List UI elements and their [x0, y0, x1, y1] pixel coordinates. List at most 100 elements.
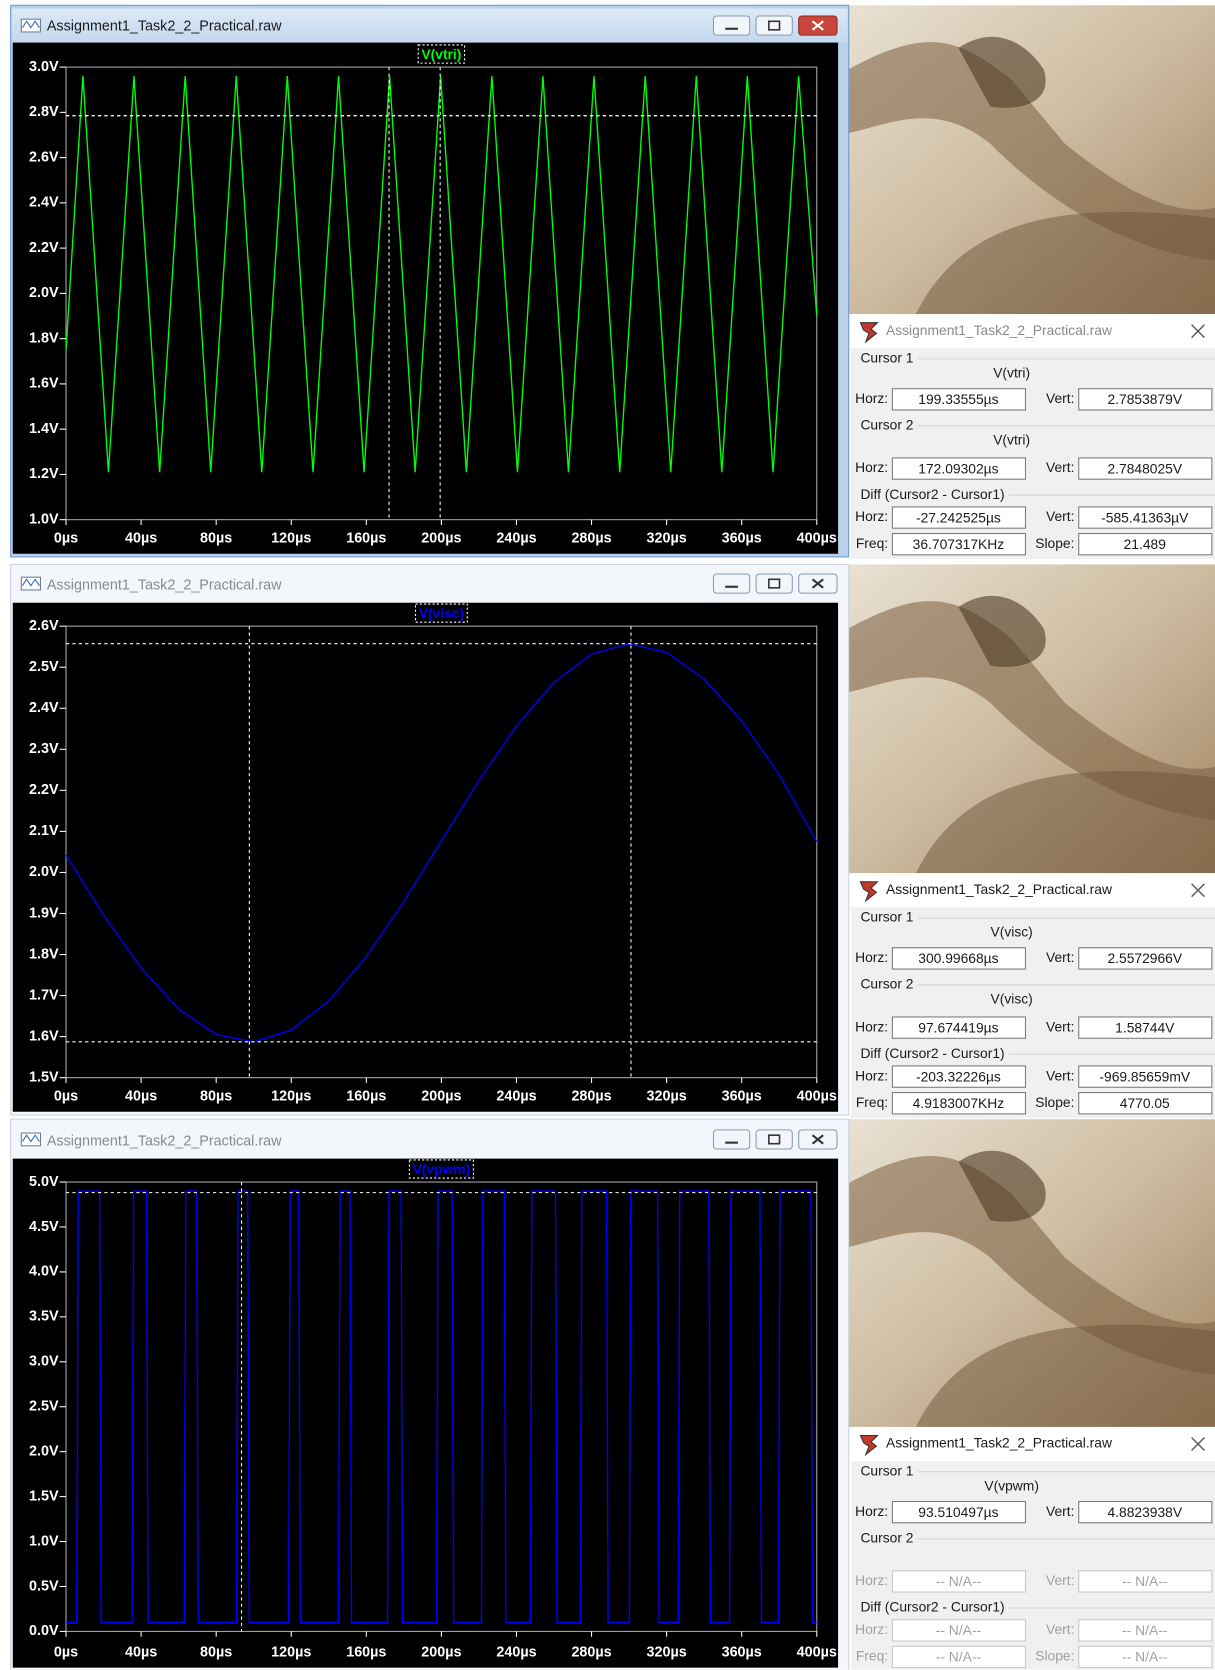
panel-title: Assignment1_Task2_2_Practical.raw [886, 1435, 1113, 1451]
field-box[interactable] [891, 388, 1027, 411]
field-label: Vert: [1046, 508, 1074, 524]
y-tick-label: 2.6V [29, 618, 59, 634]
x-tick-label: 80µs [200, 531, 232, 547]
field-box[interactable] [1078, 1500, 1213, 1524]
trace-name: V(vpwm) [984, 1477, 1039, 1493]
trace-label[interactable]: V(vtri) [421, 46, 461, 62]
field-label: Vert: [1046, 459, 1074, 475]
x-tick-label: 0µs [54, 1089, 78, 1105]
field-value: 199.33555µs [918, 391, 998, 407]
y-tick-label: 1.2V [29, 466, 59, 482]
title-bar [11, 566, 848, 603]
trace-label[interactable]: V(vpwm) [413, 1161, 471, 1177]
field-label: Horz: [855, 459, 888, 475]
field-box[interactable] [1078, 1619, 1213, 1642]
field-label: Vert: [1046, 1018, 1074, 1034]
field-box[interactable] [1078, 506, 1213, 529]
trace-line [66, 1190, 817, 1624]
plot-area [12, 42, 839, 554]
panel-close[interactable] [1191, 883, 1205, 898]
field-label: Horz: [855, 1067, 888, 1083]
panel-close[interactable] [1191, 324, 1205, 339]
field-label: Horz: [855, 1503, 888, 1519]
field-box[interactable] [891, 1500, 1027, 1524]
field-box[interactable] [891, 532, 1027, 556]
y-tick-label: 2.2V [29, 240, 59, 256]
x-tick-label: 200µs [421, 1645, 461, 1661]
plot-area [12, 602, 839, 1112]
group-heading: Diff (Cursor2 - Cursor1) [860, 486, 1004, 502]
field-box[interactable] [891, 1016, 1027, 1039]
field-box[interactable] [1078, 947, 1213, 970]
wallpaper-shape [915, 211, 1215, 315]
maximize-button[interactable] [755, 15, 793, 36]
y-tick-label: 1.6V [29, 1028, 59, 1044]
minimize-button[interactable] [712, 573, 751, 594]
field-box[interactable] [891, 1645, 1027, 1669]
panel-header [850, 1426, 1215, 1462]
y-tick-label: 2.0V [29, 285, 59, 301]
x-tick-label: 360µs [722, 531, 762, 547]
field-box[interactable] [1078, 1065, 1213, 1088]
trace-label-box [408, 1159, 474, 1179]
y-tick-label: 2.6V [29, 149, 59, 165]
wallpaper-shape [848, 601, 1215, 820]
y-tick-label: 1.7V [29, 987, 59, 1003]
field-value: 97.674419µs [918, 1019, 998, 1035]
field-box[interactable] [891, 506, 1027, 529]
maximize-button[interactable] [755, 1129, 793, 1150]
field-box[interactable] [891, 947, 1027, 970]
field-box[interactable] [1078, 388, 1213, 411]
field-box[interactable] [1078, 532, 1213, 556]
field-box[interactable] [1078, 1570, 1213, 1593]
y-tick-label: 1.5V [29, 1488, 59, 1504]
field-box[interactable] [1078, 457, 1213, 480]
app-icon [21, 578, 40, 587]
y-tick-label: 0.5V [29, 1578, 59, 1594]
field-box[interactable] [891, 457, 1027, 480]
y-tick-label: 2.1V [29, 823, 59, 839]
x-tick-label: 360µs [722, 1089, 762, 1105]
x-tick-label: 200µs [421, 1089, 461, 1105]
field-value: 4.9183007KHz [913, 1095, 1005, 1111]
field-value: 2.7853879V [1107, 391, 1182, 407]
minimize-button[interactable] [712, 15, 751, 36]
group-heading: Cursor 1 [860, 909, 913, 925]
app-icon [21, 20, 40, 29]
window-title: Assignment1_Task2_2_Practical.raw [47, 1133, 282, 1149]
minimize-button[interactable] [712, 1129, 751, 1150]
panel-icon [859, 1434, 879, 1457]
field-box[interactable] [891, 1570, 1027, 1593]
y-tick-label: 1.5V [29, 1069, 59, 1085]
field-box[interactable] [1078, 1092, 1213, 1115]
panel-icon [859, 322, 879, 344]
field-box[interactable] [891, 1065, 1027, 1088]
close-glyph [811, 1134, 824, 1145]
maximize-button[interactable] [755, 573, 793, 594]
trace-line [65, 643, 818, 1043]
y-tick-label: 3.0V [29, 1354, 59, 1370]
field-box[interactable] [891, 1092, 1027, 1115]
y-tick-label: 2.2V [29, 782, 59, 798]
field-value: 4770.05 [1120, 1095, 1170, 1111]
field-value: 2.7848025V [1107, 460, 1182, 476]
field-label: Horz: [855, 949, 888, 965]
field-value: 300.99668µs [918, 950, 998, 966]
x-tick-label: 40µs [125, 1089, 157, 1105]
x-tick-label: 80µs [200, 1645, 232, 1661]
y-tick-label: 2.5V [29, 1399, 59, 1415]
field-box[interactable] [1078, 1645, 1213, 1669]
y-tick-label: 5.0V [29, 1174, 59, 1190]
group-heading: Diff (Cursor2 - Cursor1) [860, 1045, 1004, 1061]
y-tick-label: 2.4V [29, 195, 59, 211]
x-tick-label: 120µs [271, 1089, 311, 1105]
field-value: -- N/A-- [936, 1622, 981, 1638]
field-box[interactable] [1078, 1016, 1213, 1039]
field-label: Horz: [855, 1572, 888, 1588]
x-tick-label: 320µs [647, 531, 687, 547]
x-tick-label: 400µs [797, 1645, 837, 1661]
field-box[interactable] [891, 1619, 1027, 1642]
trace-label[interactable]: V(visc) [419, 605, 464, 621]
panel-close[interactable] [1191, 1437, 1205, 1451]
